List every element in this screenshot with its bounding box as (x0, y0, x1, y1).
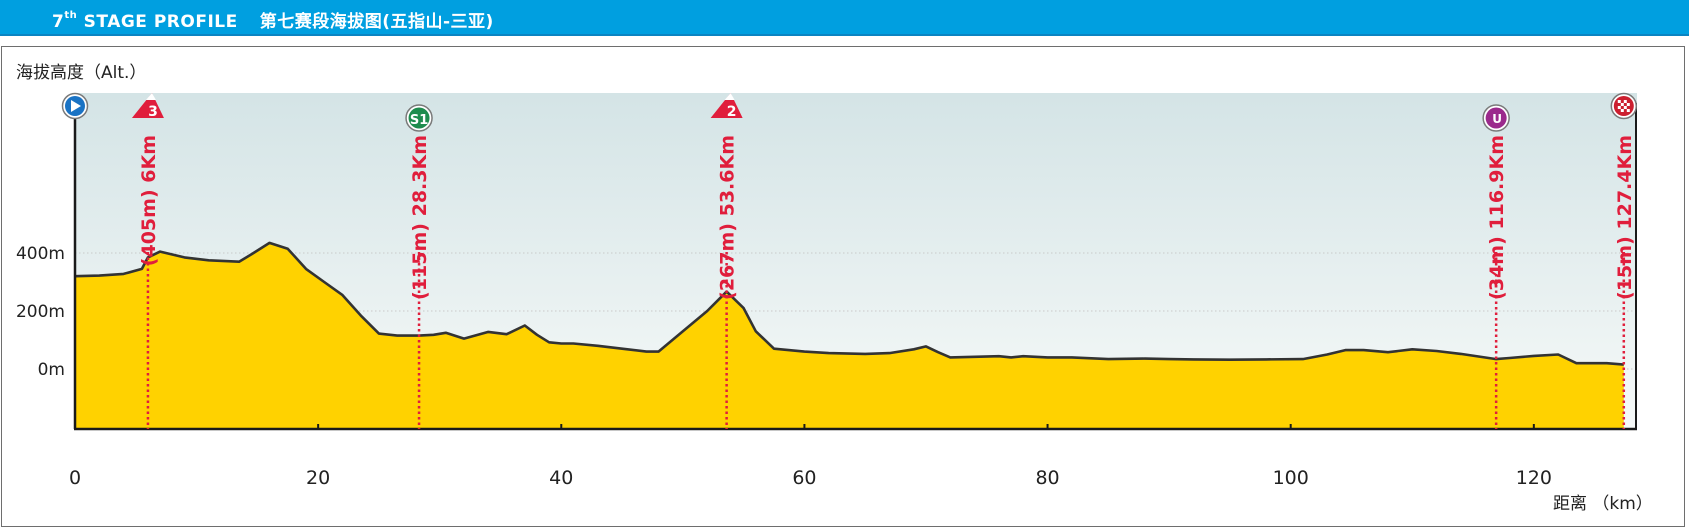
sprint-category-label: S1 (410, 113, 428, 128)
feed-zone-label: U (1492, 112, 1502, 126)
stage-number-suffix: th (64, 10, 78, 22)
y-tick-label: 400m (16, 244, 65, 264)
sprint-icon-disc (408, 107, 430, 129)
checker-square (1620, 109, 1624, 112)
stage-title: 7th STAGE PROFILE 第七赛段海拔图(五指山-三亚) (52, 7, 494, 32)
checker-square (1626, 109, 1630, 112)
checker-square (1626, 103, 1630, 106)
x-tick-label: 100 (1273, 467, 1309, 489)
marker-finish: (15m) 127.4Km (1610, 92, 1638, 429)
route-markers: (405m) 6Km 3 (115m) 28.3Km S1 (267m) 53.6Km 2… (61, 92, 1638, 429)
climb-category-label: 3 (148, 104, 158, 120)
mountain-climb-icon (131, 93, 164, 118)
checker-square (1620, 103, 1624, 106)
stage-title-zh: 第七赛段海拔图(五指山-三亚) (259, 12, 494, 32)
x-tick-label: 80 (1035, 467, 1059, 489)
y-axis-title: 海拔高度（Alt.） (16, 63, 146, 83)
mountain-peak-icon (724, 93, 735, 100)
marker-label: (34m) 116.9Km (1486, 135, 1508, 300)
y-tick-label: 200m (16, 302, 65, 322)
mountain-climb-icon (710, 93, 743, 118)
axis-ticks: 400m 200m 0m 0 20 40 60 80 100 120 (16, 244, 1552, 489)
x-tick-label: 0 (69, 467, 81, 489)
y-tick-label: 0m (38, 360, 65, 380)
x-axis-title: 距离 （km） (1553, 494, 1653, 514)
stage-number: 7 (52, 12, 65, 32)
marker-climb: (267m) 53.6Km 2 (710, 93, 743, 429)
stage-title-banner: 7th STAGE PROFILE 第七赛段海拔图(五指山-三亚) (0, 0, 1689, 36)
feed-zone-icon-disc (1485, 107, 1507, 129)
checker-square (1617, 106, 1621, 109)
checker-square (1623, 100, 1627, 103)
checker-square (1617, 100, 1621, 103)
marker-label: (15m) 127.4Km (1614, 135, 1636, 300)
marker-label: (405m) 6Km (138, 135, 160, 266)
stage-title-en: STAGE PROFILE (83, 12, 238, 32)
marker-sprint: (115m) 28.3Km S1 (405, 104, 433, 429)
marker-start (61, 92, 89, 120)
elevation-profile-chart: 400m 200m 0m 0 20 40 60 80 100 120 (405m) 6Km 3 (11… (16, 63, 1653, 514)
marker-feed: (34m) 116.9Km U (1482, 104, 1510, 429)
x-tick-label: 40 (549, 467, 573, 489)
elevation-profile-panel: 400m 200m 0m 0 20 40 60 80 100 120 (405m) 6Km 3 (11… (1, 46, 1685, 527)
climb-category-label: 2 (727, 104, 737, 120)
marker-climb: (405m) 6Km 3 (131, 93, 164, 429)
x-tick-label: 20 (306, 467, 330, 489)
x-tick-label: 120 (1516, 467, 1552, 489)
x-tick-label: 60 (792, 467, 816, 489)
mountain-peak-icon (145, 93, 156, 100)
play-arrow-icon (71, 100, 81, 112)
marker-label: (267m) 53.6Km (717, 135, 739, 300)
elevation-line (74, 241, 1624, 366)
checker-square (1623, 106, 1627, 109)
marker-label: (115m) 28.3Km (409, 135, 431, 300)
elevation-area (75, 242, 1624, 429)
